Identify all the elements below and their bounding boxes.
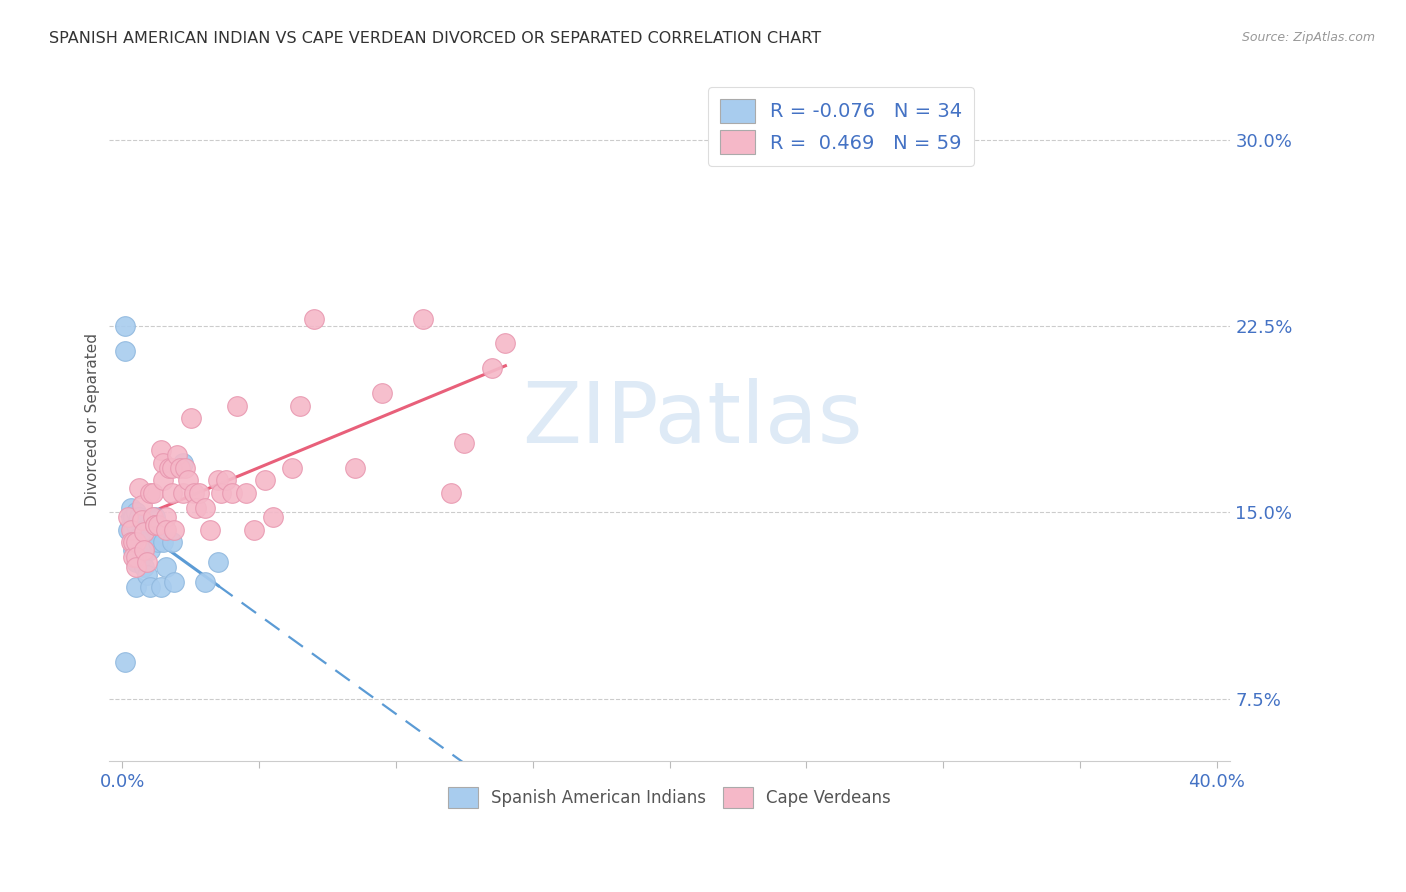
Point <box>125 560 148 574</box>
Point <box>131 550 153 565</box>
Point <box>146 517 169 532</box>
Point <box>262 510 284 524</box>
Point <box>412 311 434 326</box>
Point <box>157 460 180 475</box>
Point <box>209 485 232 500</box>
Point <box>160 460 183 475</box>
Point <box>494 336 516 351</box>
Point <box>152 473 174 487</box>
Point <box>125 580 148 594</box>
Point <box>120 510 142 524</box>
Point <box>290 399 312 413</box>
Point <box>143 517 166 532</box>
Point <box>114 343 136 358</box>
Point <box>160 535 183 549</box>
Legend: Spanish American Indians, Cape Verdeans: Spanish American Indians, Cape Verdeans <box>441 780 898 814</box>
Point <box>139 542 162 557</box>
Point <box>120 523 142 537</box>
Point <box>160 485 183 500</box>
Point <box>122 535 145 549</box>
Point <box>226 399 249 413</box>
Point <box>131 535 153 549</box>
Point <box>193 500 215 515</box>
Point <box>117 523 139 537</box>
Point <box>302 311 325 326</box>
Point <box>128 530 150 544</box>
Point <box>134 525 156 540</box>
Point <box>141 485 163 500</box>
Point <box>371 386 394 401</box>
Point <box>122 523 145 537</box>
Point <box>143 510 166 524</box>
Point <box>136 535 159 549</box>
Point <box>172 485 194 500</box>
Point <box>163 523 186 537</box>
Point <box>155 510 177 524</box>
Point <box>221 485 243 500</box>
Point <box>120 500 142 515</box>
Point <box>253 473 276 487</box>
Point <box>114 319 136 334</box>
Point <box>122 542 145 557</box>
Point <box>166 448 188 462</box>
Point <box>242 523 264 537</box>
Point <box>155 523 177 537</box>
Point <box>136 567 159 582</box>
Point <box>343 460 366 475</box>
Point <box>141 510 163 524</box>
Point <box>120 535 142 549</box>
Point <box>136 555 159 569</box>
Point <box>177 473 200 487</box>
Point <box>180 411 202 425</box>
Point <box>128 510 150 524</box>
Point <box>172 456 194 470</box>
Point <box>169 460 191 475</box>
Point <box>155 560 177 574</box>
Point <box>193 575 215 590</box>
Point <box>149 580 172 594</box>
Point <box>125 506 148 520</box>
Point <box>188 485 211 500</box>
Point <box>174 460 197 475</box>
Point <box>122 550 145 565</box>
Point <box>183 485 205 500</box>
Text: Source: ZipAtlas.com: Source: ZipAtlas.com <box>1241 31 1375 45</box>
Point <box>186 500 208 515</box>
Point <box>125 555 148 569</box>
Point <box>134 542 156 557</box>
Point <box>125 550 148 565</box>
Point <box>235 485 257 500</box>
Point <box>128 481 150 495</box>
Text: SPANISH AMERICAN INDIAN VS CAPE VERDEAN DIVORCED OR SEPARATED CORRELATION CHART: SPANISH AMERICAN INDIAN VS CAPE VERDEAN … <box>49 31 821 46</box>
Point <box>481 361 503 376</box>
Point <box>125 517 148 532</box>
Point <box>152 456 174 470</box>
Point <box>453 435 475 450</box>
Point <box>134 560 156 574</box>
Point <box>134 523 156 537</box>
Point <box>139 523 162 537</box>
Point <box>207 473 229 487</box>
Y-axis label: Divorced or Separated: Divorced or Separated <box>86 333 100 506</box>
Point <box>125 535 148 549</box>
Point <box>207 555 229 569</box>
Point <box>134 535 156 549</box>
Point <box>131 498 153 512</box>
Point <box>139 580 162 594</box>
Point <box>152 535 174 549</box>
Point <box>114 655 136 669</box>
Point <box>117 510 139 524</box>
Point <box>122 510 145 524</box>
Point <box>149 443 172 458</box>
Point <box>131 513 153 527</box>
Point <box>146 535 169 549</box>
Point <box>139 485 162 500</box>
Point <box>281 460 304 475</box>
Text: ZIPatlas: ZIPatlas <box>522 377 862 461</box>
Point <box>440 485 463 500</box>
Point <box>143 517 166 532</box>
Point <box>198 523 221 537</box>
Point <box>163 575 186 590</box>
Point <box>215 473 238 487</box>
